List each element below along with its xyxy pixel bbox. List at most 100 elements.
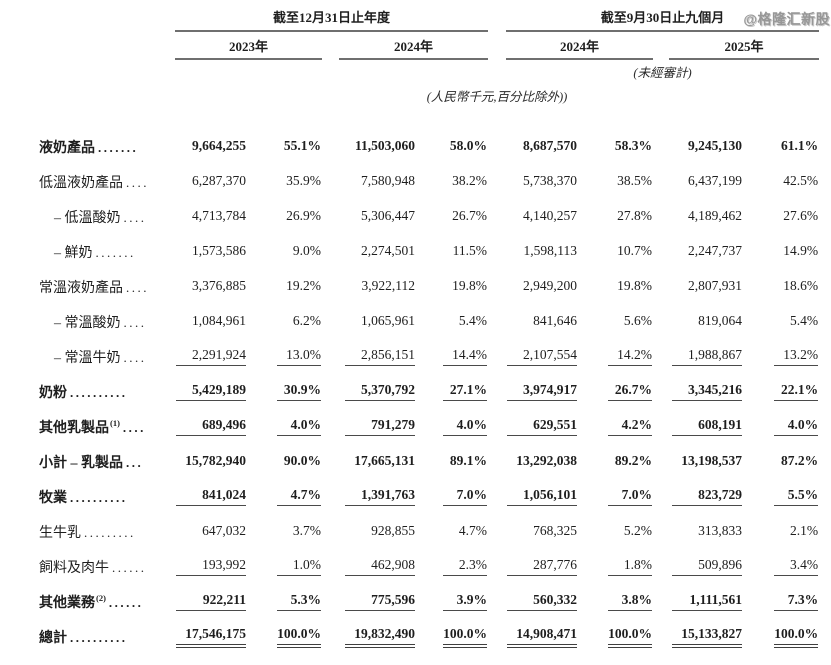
column-gap [322,374,339,409]
header-spacer [653,31,669,59]
column-gap [488,164,506,199]
percent-cell: 6.2% [292,312,321,328]
amount-cell: 5,370,792 [339,374,416,409]
amount-cell: 775,596 [339,584,416,619]
row-label: 常溫液奶產品.... [39,279,149,296]
percent-cell: 14.2% [578,339,653,374]
percent-cell: 4.0% [416,409,488,444]
amount-cell: 17,665,131 [354,452,415,468]
column-gap [488,479,506,514]
percent-cell: 26.9% [286,207,321,223]
percent-cell: 55.1% [283,137,321,153]
column-gap [488,199,506,234]
percent-cell: 89.2% [614,452,653,468]
table-header: 截至12月31日止年度 截至9月30日止九個月 2023年 2024年 2024… [38,6,820,129]
table-row: – 低溫酸奶.... 4,713,784 26.9% 5,306,447 26.7% 4,… [38,199,819,234]
leader-dots: .... [126,174,149,190]
row-label: 低溫液奶產品.... [39,174,149,191]
header-spacer [38,59,506,83]
amount-cell: 2,949,200 [523,277,578,293]
percent-cell: 19.8% [617,277,653,293]
amount-cell: 1,056,101 [506,479,578,514]
percent-cell: 2.3% [416,549,488,584]
amount-cell: 3,974,917 [506,374,578,409]
percent-cell: 27.6% [783,207,819,223]
amount-cell: 1,988,867 [669,339,743,374]
leader-dots: ......... [84,524,136,540]
amount-cell: 2,856,151 [339,339,416,374]
column-gap [653,514,669,549]
percent-cell: 42.5% [783,172,819,188]
column-gap [322,444,339,479]
percent-cell: 30.9% [241,374,322,409]
column-gap [653,409,669,444]
table-row: 牧業.......... 841,024 4.7% 1,391,763 7.0% 1,05… [38,479,819,514]
percent-cell: 100.0% [416,619,488,654]
amount-cell: 629,551 [506,409,578,444]
amount-cell: 17,546,175 [175,619,246,654]
percent-cell: 38.5% [617,172,653,188]
column-gap [653,199,669,234]
column-gap [488,269,506,304]
column-gap [488,129,506,164]
column-gap [653,164,669,199]
percent-cell: 89.1% [449,452,488,468]
percent-cell: 19.8% [452,277,488,293]
period-group-nine-months: 截至9月30日止九個月 [506,6,820,32]
spacer-row [38,107,819,129]
percent-cell: 100.0% [578,619,653,654]
percent-cell: 11.5% [452,242,488,258]
year-header-row: 2023年 2024年 2024年 2025年 [38,31,820,60]
column-gap [488,444,506,479]
leader-dots: .... [123,349,147,365]
amount-cell: 1,065,961 [361,312,415,328]
column-gap [322,514,339,549]
percent-cell: 38.2% [452,172,488,188]
table-row: – 常溫酸奶.... 1,084,961 6.2% 1,065,961 5.4% 841,… [38,304,819,339]
column-gap [488,409,506,444]
column-gap [488,339,506,374]
percent-cell: 5.4% [789,312,819,328]
amount-cell: 3,922,112 [361,277,416,293]
amount-cell: 8,687,570 [523,137,578,153]
leader-dots: .......... [70,384,128,400]
table-row: 其他乳製品(1).... 689,496 4.0% 791,279 4.0% 629,55… [38,409,819,444]
footnote-marker: (1) [110,417,120,428]
percent-cell: 87.2% [780,452,819,468]
column-gap [488,584,506,619]
percent-cell: 5.5% [743,479,819,514]
column-gap [488,514,506,549]
percent-cell: 14.4% [416,339,488,374]
leader-dots: .......... [70,489,128,505]
header-spacer [38,31,175,59]
row-label: 總計.......... [39,629,128,646]
leader-dots: ....... [95,244,136,260]
header-spacer [38,107,819,129]
percent-cell: 7.0% [578,479,653,514]
amount-cell: 1,111,561 [669,584,743,619]
row-label: – 常溫酸奶.... [54,314,147,331]
column-gap [322,479,339,514]
amount-cell: 2,247,737 [688,242,743,258]
amount-cell: 647,032 [202,522,246,538]
amount-cell: 2,274,501 [361,242,415,258]
percent-cell: 4.2% [578,409,653,444]
table-row: 其他業務(2)...... 922,211 5.3% 775,596 3.9% 560,3… [38,584,819,619]
table-row: – 鮮奶....... 1,573,586 9.0% 2,274,501 11.5% 1,… [38,234,819,269]
amount-cell: 823,729 [669,479,743,514]
percent-cell: 3.4% [743,549,819,584]
percent-cell: 100.0% [743,619,819,654]
amount-cell: 509,896 [669,549,743,584]
amount-cell: 1,573,586 [192,242,246,258]
percent-cell: 5.3% [241,584,322,619]
column-gap [488,374,506,409]
amount-cell: 6,437,199 [688,172,743,188]
column-gap [322,164,339,199]
period-group-annual: 截至12月31日止年度 [175,6,489,32]
column-gap [653,549,669,584]
percent-cell: 1.8% [578,549,653,584]
column-gap [488,304,506,339]
column-gap [653,374,669,409]
unaudited-note: (未經審計) [633,66,692,80]
amount-cell: 287,776 [506,549,578,584]
